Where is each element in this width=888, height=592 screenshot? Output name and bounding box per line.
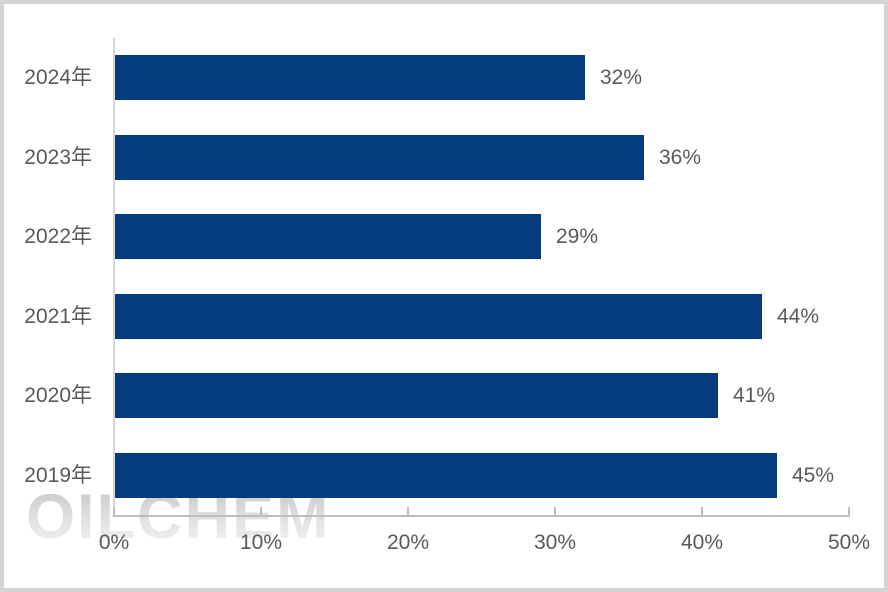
y-axis-label: 2022年 — [24, 224, 92, 248]
x-axis-line — [113, 515, 850, 517]
x-axis-tick-label: 30% — [533, 531, 577, 554]
x-axis-tick-label: 40% — [680, 531, 724, 554]
y-axis-label: 2023年 — [24, 145, 92, 169]
x-axis-tick — [113, 507, 115, 515]
y-axis-label: 2019年 — [24, 463, 92, 487]
x-axis-tick — [701, 507, 703, 515]
x-axis-tick-label: 20% — [386, 531, 430, 554]
y-axis-line — [113, 38, 115, 516]
data-label: 36% — [659, 145, 702, 169]
bar — [115, 294, 762, 339]
x-axis-tick-label: 50% — [827, 531, 871, 554]
data-label: 29% — [556, 224, 599, 248]
y-axis-label: 2024年 — [24, 65, 92, 89]
x-axis-tick — [554, 507, 556, 515]
data-label: 45% — [792, 463, 835, 487]
y-axis-label: 2021年 — [24, 304, 92, 328]
bar — [115, 214, 541, 259]
bar — [115, 135, 644, 180]
data-label: 44% — [777, 304, 820, 328]
y-axis-label: 2020年 — [24, 383, 92, 407]
x-axis-tick-label: 10% — [239, 531, 283, 554]
bar — [115, 453, 777, 498]
x-axis-tick — [848, 507, 850, 515]
bar — [115, 55, 585, 100]
data-label: 32% — [600, 65, 643, 89]
x-axis-tick — [407, 507, 409, 515]
x-axis-tick-label: 0% — [98, 531, 130, 554]
data-label: 41% — [733, 383, 776, 407]
bar — [115, 373, 718, 418]
x-axis-tick — [260, 507, 262, 515]
